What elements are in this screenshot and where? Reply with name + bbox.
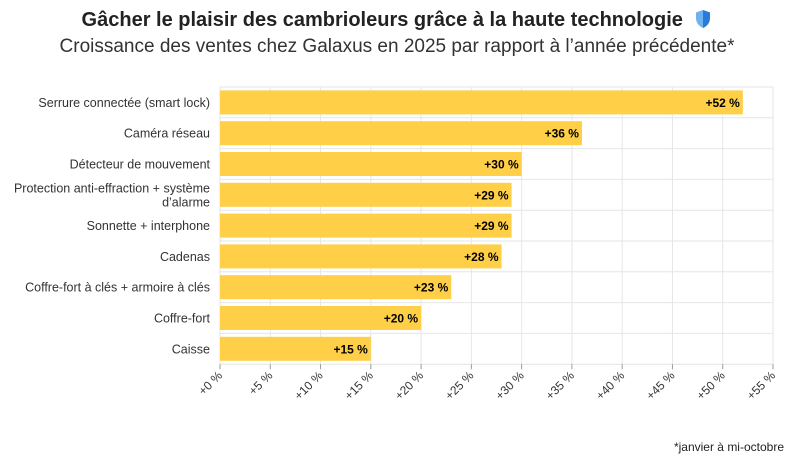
data-label: +20 % bbox=[384, 312, 419, 326]
bar bbox=[220, 336, 371, 361]
footnote: *janvier à mi-octobre bbox=[673, 440, 784, 454]
bar bbox=[220, 90, 743, 115]
category-label: Coffre-fort bbox=[154, 312, 211, 326]
x-tick-label: +35 % bbox=[543, 368, 577, 402]
chart-title-text: Gâcher le plaisir des cambrioleurs grâce… bbox=[81, 9, 683, 31]
bar bbox=[220, 121, 582, 146]
data-label: +29 % bbox=[474, 219, 509, 233]
bars bbox=[220, 90, 743, 361]
data-label: +28 % bbox=[464, 250, 499, 264]
bar bbox=[220, 213, 512, 238]
data-label: +30 % bbox=[484, 158, 519, 172]
shield-icon bbox=[694, 9, 712, 35]
x-axis: +0 % +5 % +10 % +15 % +20 % +25 % +30 % +35 % +4… bbox=[196, 364, 778, 403]
x-tick-label: +30 % bbox=[493, 368, 527, 402]
data-label: +52 % bbox=[705, 96, 740, 110]
category-label: Serrure connectée (smart lock) bbox=[38, 96, 210, 110]
category-label: Sonnette + interphone bbox=[87, 219, 210, 233]
bar bbox=[220, 306, 422, 330]
x-tick-label: +40 % bbox=[593, 368, 627, 402]
x-tick-label: +5 % bbox=[246, 368, 276, 398]
x-tick-label: +10 % bbox=[291, 368, 325, 402]
category-label: Coffre-fort à clés + armoire à clés bbox=[25, 281, 210, 295]
x-tick-label: +45 % bbox=[643, 368, 677, 402]
bar bbox=[220, 275, 452, 300]
category-label: Cadenas bbox=[160, 250, 210, 264]
x-tick-label: +15 % bbox=[342, 368, 376, 402]
category-labels: Serrure connectée (smart lock) Caméra rés… bbox=[14, 96, 211, 356]
data-label: +36 % bbox=[545, 127, 580, 141]
bar bbox=[220, 152, 522, 176]
data-label: +15 % bbox=[333, 342, 368, 356]
x-tick-label: +20 % bbox=[392, 368, 426, 402]
data-labels: +52 % +36 % +30 % +29 % +29 % +28 % +23 % +20 %… bbox=[333, 96, 740, 356]
x-tick-label: +55 % bbox=[744, 368, 778, 402]
x-tick-label: +0 % bbox=[196, 368, 226, 398]
category-label: Protection anti-effraction + système d’al… bbox=[14, 181, 210, 209]
data-label: +23 % bbox=[414, 281, 449, 295]
x-tick-label: +25 % bbox=[442, 368, 476, 402]
chart-title: Gâcher le plaisir des cambrioleurs grâce… bbox=[0, 9, 794, 35]
bar bbox=[220, 244, 502, 269]
category-label: Détecteur de mouvement bbox=[70, 158, 211, 172]
x-tick-label: +50 % bbox=[694, 368, 728, 402]
category-label: Caméra réseau bbox=[124, 127, 210, 141]
data-label: +29 % bbox=[474, 188, 509, 202]
chart-subtitle: Croissance des ventes chez Galaxus en 20… bbox=[59, 36, 735, 57]
bar bbox=[220, 182, 512, 207]
category-label: Caisse bbox=[172, 342, 210, 356]
